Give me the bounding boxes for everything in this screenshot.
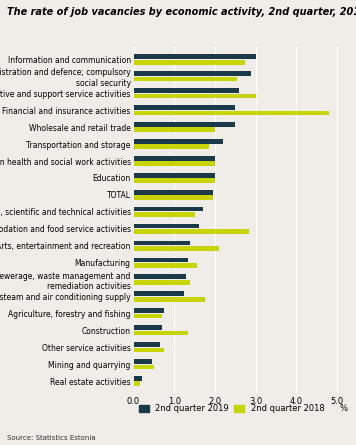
- Bar: [134, 263, 197, 268]
- Bar: [134, 60, 245, 65]
- Bar: [134, 258, 188, 262]
- Bar: [134, 275, 187, 279]
- Bar: [134, 145, 209, 149]
- Bar: [134, 359, 152, 364]
- Bar: [134, 190, 213, 194]
- Bar: [134, 127, 215, 132]
- Bar: [134, 348, 164, 352]
- Bar: [134, 280, 190, 285]
- Bar: [134, 173, 215, 178]
- Bar: [134, 325, 162, 330]
- Bar: [134, 139, 223, 144]
- Bar: [134, 381, 140, 386]
- Bar: [134, 331, 188, 336]
- Bar: [134, 54, 256, 59]
- Text: Source: Statistics Estonia: Source: Statistics Estonia: [7, 435, 96, 441]
- Bar: [134, 105, 235, 110]
- Bar: [134, 195, 213, 200]
- Text: %: %: [339, 404, 347, 413]
- Legend: 2nd quarter 2019, 2nd quarter 2018: 2nd quarter 2019, 2nd quarter 2018: [135, 400, 328, 417]
- Bar: [134, 178, 215, 183]
- Bar: [134, 212, 194, 217]
- Bar: [134, 229, 250, 234]
- Bar: [134, 122, 235, 127]
- Bar: [134, 314, 162, 319]
- Bar: [134, 224, 199, 228]
- Bar: [134, 93, 256, 98]
- Bar: [134, 71, 251, 76]
- Bar: [134, 297, 205, 302]
- Bar: [134, 246, 219, 251]
- Bar: [134, 77, 237, 81]
- Bar: [134, 308, 164, 313]
- Bar: [134, 376, 142, 381]
- Bar: [134, 162, 215, 166]
- Bar: [134, 342, 160, 347]
- Text: The rate of job vacancies by economic activity, 2nd quarter, 2018–2019: The rate of job vacancies by economic ac…: [7, 7, 356, 16]
- Bar: [134, 110, 329, 115]
- Bar: [134, 156, 215, 161]
- Bar: [134, 241, 190, 245]
- Bar: [134, 291, 184, 296]
- Bar: [134, 88, 239, 93]
- Bar: [134, 207, 203, 211]
- Bar: [134, 364, 154, 369]
